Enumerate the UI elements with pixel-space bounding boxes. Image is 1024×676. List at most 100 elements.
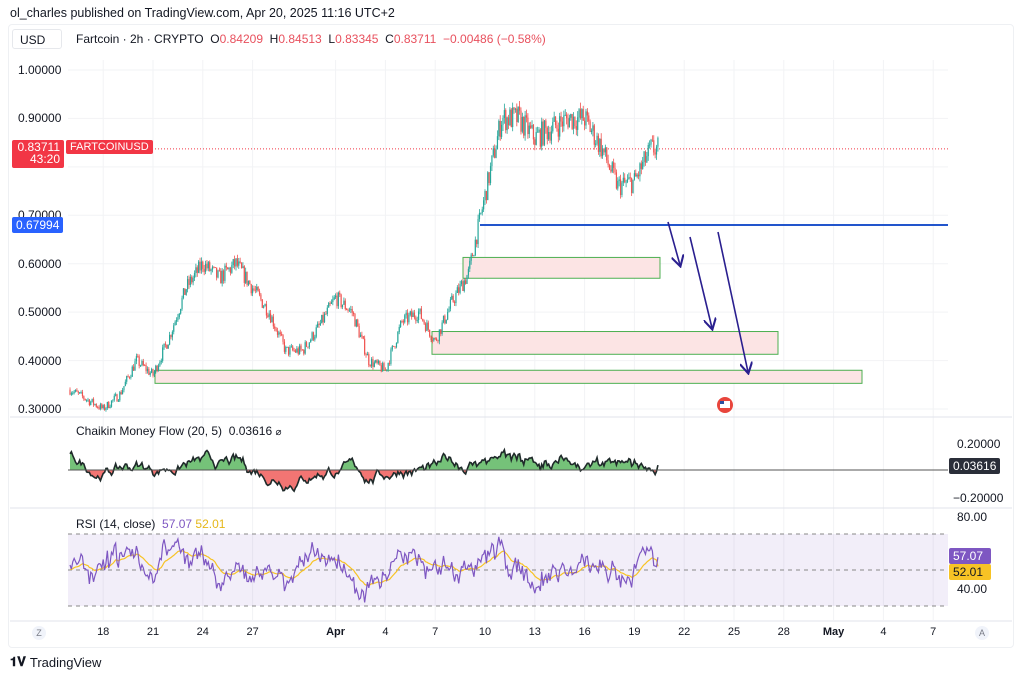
candle <box>488 172 490 186</box>
candle <box>81 389 84 399</box>
candle <box>423 319 425 326</box>
candle <box>311 331 313 342</box>
time-axis-label: 10 <box>478 626 492 638</box>
candle <box>138 354 140 369</box>
candle <box>317 321 319 328</box>
bar-countdown: 43:20 <box>29 152 60 166</box>
candle <box>339 290 341 298</box>
candle <box>91 398 93 403</box>
candle <box>130 374 132 380</box>
candle <box>386 369 388 372</box>
cmf-value-tag: 0.03616 <box>949 458 1001 474</box>
candle <box>181 295 183 311</box>
candle <box>433 337 435 342</box>
candle <box>131 365 133 377</box>
candle <box>310 338 312 343</box>
candle <box>469 257 471 273</box>
projection-arrow[interactable] <box>717 231 748 372</box>
candle <box>429 329 431 338</box>
rsi-axis-top: 80.00 <box>957 510 988 524</box>
candle <box>108 401 110 409</box>
candle <box>545 118 547 134</box>
candle <box>123 386 125 393</box>
candle <box>633 170 635 181</box>
candle <box>657 136 659 152</box>
candle <box>332 295 334 306</box>
candle <box>430 335 432 343</box>
candle <box>561 117 564 133</box>
candle <box>246 271 248 287</box>
auto-scale-button[interactable]: A <box>975 626 989 640</box>
demand-zone[interactable] <box>431 331 779 355</box>
candle <box>607 154 609 168</box>
candle <box>225 262 227 271</box>
candle <box>604 144 606 157</box>
candle <box>299 343 301 355</box>
currency-button[interactable]: USD <box>12 29 62 49</box>
candle <box>99 402 102 411</box>
candle <box>164 341 167 348</box>
candle <box>308 342 310 350</box>
candle <box>355 319 357 328</box>
symbol-name[interactable]: Fartcoin · 2h · CRYPTO <box>76 32 204 46</box>
candle <box>554 116 557 129</box>
tv-logo-icon: 𝟏𝐕 <box>10 654 26 669</box>
candle <box>626 174 629 184</box>
candle <box>170 334 172 340</box>
candle <box>460 279 463 287</box>
candle <box>110 400 113 408</box>
candle <box>478 209 481 222</box>
candle <box>88 398 90 407</box>
candle <box>341 304 344 310</box>
candle <box>405 310 407 319</box>
candle <box>539 128 541 150</box>
candle <box>268 310 270 320</box>
candle <box>98 405 100 410</box>
candle <box>101 403 103 410</box>
candle <box>102 404 104 410</box>
candle <box>615 169 618 190</box>
hide-icon[interactable]: ⌀ <box>275 427 282 438</box>
candle <box>531 120 533 130</box>
candle <box>524 110 526 141</box>
candle <box>368 352 370 368</box>
candle <box>301 349 303 351</box>
candle <box>167 344 169 349</box>
candle <box>174 320 176 326</box>
candle <box>180 308 182 315</box>
demand-zone[interactable] <box>462 256 661 279</box>
candle <box>322 311 324 326</box>
open-label: O <box>210 32 220 46</box>
candle <box>525 109 528 123</box>
candle <box>560 111 562 127</box>
cmf-axis-bottom: −0.20000 <box>953 491 1004 505</box>
time-axis-label: Apr <box>326 626 346 638</box>
rsi-value-tag: 57.07 <box>949 548 991 564</box>
candle <box>611 161 613 174</box>
candle <box>505 108 507 134</box>
candle <box>552 117 554 134</box>
candle <box>571 113 573 131</box>
candle <box>523 116 525 139</box>
candle <box>240 262 243 269</box>
candle <box>543 119 546 147</box>
candle <box>358 323 360 339</box>
candle <box>178 312 180 320</box>
candle <box>451 293 453 301</box>
candle <box>499 115 501 141</box>
candle <box>402 319 404 326</box>
candle <box>651 135 653 142</box>
candle <box>156 364 158 373</box>
candle <box>557 122 559 143</box>
demand-zone[interactable] <box>154 369 863 384</box>
candle <box>312 331 315 342</box>
cmf-value: 0.03616 <box>228 424 273 438</box>
candle <box>232 258 234 269</box>
projection-arrow[interactable] <box>689 236 712 328</box>
time-axis-label: 7 <box>930 626 937 638</box>
tradingview-logo[interactable]: 𝟏𝐕 TradingView <box>10 654 101 670</box>
zoom-reset-button[interactable]: Z <box>32 626 46 640</box>
candle <box>649 140 651 149</box>
projection-arrow[interactable] <box>667 221 680 265</box>
